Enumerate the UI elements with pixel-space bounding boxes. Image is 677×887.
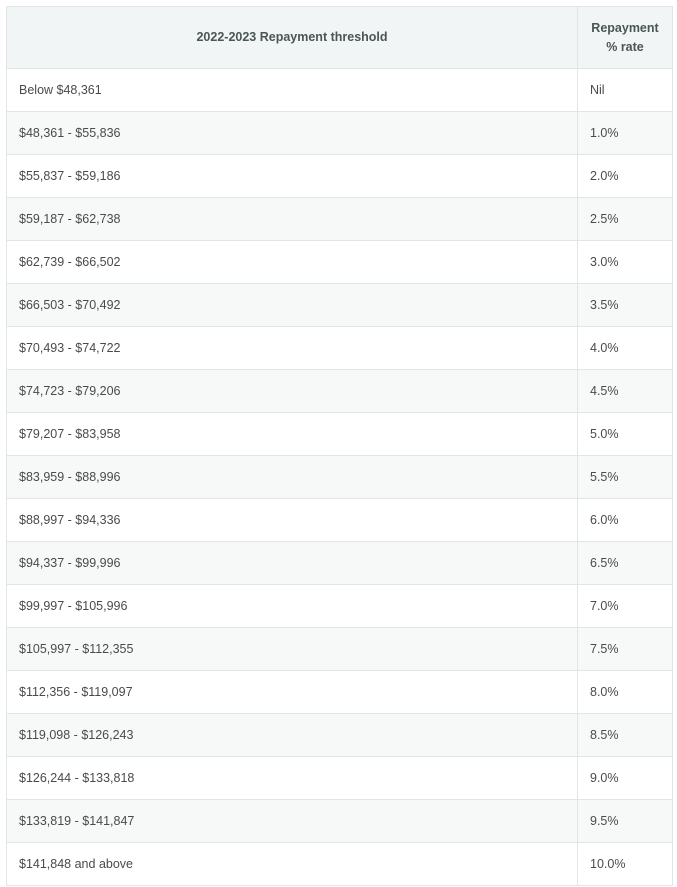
table-row: $112,356 - $119,097 8.0% (6, 670, 673, 714)
rate-cell: 7.5% (577, 627, 673, 671)
rate-cell: 5.0% (577, 412, 673, 456)
rate-cell: 4.5% (577, 369, 673, 413)
rate-cell: 8.0% (577, 670, 673, 714)
table-row: $79,207 - $83,958 5.0% (6, 412, 673, 456)
table-row: $48,361 - $55,836 1.0% (6, 111, 673, 155)
rate-cell: Nil (577, 68, 673, 112)
table-header: 2022-2023 Repayment threshold Repayment … (6, 6, 673, 69)
threshold-cell: $99,997 - $105,996 (6, 584, 578, 628)
threshold-cell: $48,361 - $55,836 (6, 111, 578, 155)
threshold-cell: $112,356 - $119,097 (6, 670, 578, 714)
threshold-cell: $74,723 - $79,206 (6, 369, 578, 413)
table-row: $55,837 - $59,186 2.0% (6, 154, 673, 198)
threshold-cell: $66,503 - $70,492 (6, 283, 578, 327)
repayment-table-container: 2022-2023 Repayment threshold Repayment … (6, 6, 673, 886)
threshold-cell: $126,244 - $133,818 (6, 756, 578, 800)
repayment-threshold-table: 2022-2023 Repayment threshold Repayment … (6, 6, 673, 886)
rate-cell: 6.5% (577, 541, 673, 585)
threshold-cell: $70,493 - $74,722 (6, 326, 578, 370)
rate-cell: 5.5% (577, 455, 673, 499)
rate-cell: 6.0% (577, 498, 673, 542)
table-row: $119,098 - $126,243 8.5% (6, 713, 673, 757)
column-header-threshold: 2022-2023 Repayment threshold (6, 6, 578, 69)
threshold-cell: $55,837 - $59,186 (6, 154, 578, 198)
rate-cell: 1.0% (577, 111, 673, 155)
table-row: $126,244 - $133,818 9.0% (6, 756, 673, 800)
threshold-cell: Below $48,361 (6, 68, 578, 112)
table-row: $133,819 - $141,847 9.5% (6, 799, 673, 843)
rate-cell: 2.0% (577, 154, 673, 198)
rate-cell: 7.0% (577, 584, 673, 628)
threshold-cell: $59,187 - $62,738 (6, 197, 578, 241)
threshold-cell: $83,959 - $88,996 (6, 455, 578, 499)
table-row: $83,959 - $88,996 5.5% (6, 455, 673, 499)
threshold-cell: $105,997 - $112,355 (6, 627, 578, 671)
rate-cell: 9.5% (577, 799, 673, 843)
table-row: $105,997 - $112,355 7.5% (6, 627, 673, 671)
table-row: $141,848 and above 10.0% (6, 842, 673, 886)
rate-cell: 4.0% (577, 326, 673, 370)
threshold-cell: $88,997 - $94,336 (6, 498, 578, 542)
rate-cell: 9.0% (577, 756, 673, 800)
rate-cell: 2.5% (577, 197, 673, 241)
table-header-row: 2022-2023 Repayment threshold Repayment … (6, 6, 673, 69)
rate-cell: 3.0% (577, 240, 673, 284)
rate-cell: 10.0% (577, 842, 673, 886)
rate-cell: 8.5% (577, 713, 673, 757)
table-body: Below $48,361 Nil $48,361 - $55,836 1.0% $55… (6, 68, 673, 886)
threshold-cell: $141,848 and above (6, 842, 578, 886)
table-row: $99,997 - $105,996 7.0% (6, 584, 673, 628)
table-row: $66,503 - $70,492 3.5% (6, 283, 673, 327)
table-row: $94,337 - $99,996 6.5% (6, 541, 673, 585)
threshold-cell: $94,337 - $99,996 (6, 541, 578, 585)
column-header-rate: Repayment % rate (577, 6, 673, 69)
threshold-cell: $62,739 - $66,502 (6, 240, 578, 284)
table-row: $59,187 - $62,738 2.5% (6, 197, 673, 241)
table-row: $70,493 - $74,722 4.0% (6, 326, 673, 370)
table-row: $62,739 - $66,502 3.0% (6, 240, 673, 284)
rate-cell: 3.5% (577, 283, 673, 327)
table-row: $88,997 - $94,336 6.0% (6, 498, 673, 542)
table-row: $74,723 - $79,206 4.5% (6, 369, 673, 413)
threshold-cell: $79,207 - $83,958 (6, 412, 578, 456)
threshold-cell: $133,819 - $141,847 (6, 799, 578, 843)
table-row: Below $48,361 Nil (6, 68, 673, 112)
threshold-cell: $119,098 - $126,243 (6, 713, 578, 757)
